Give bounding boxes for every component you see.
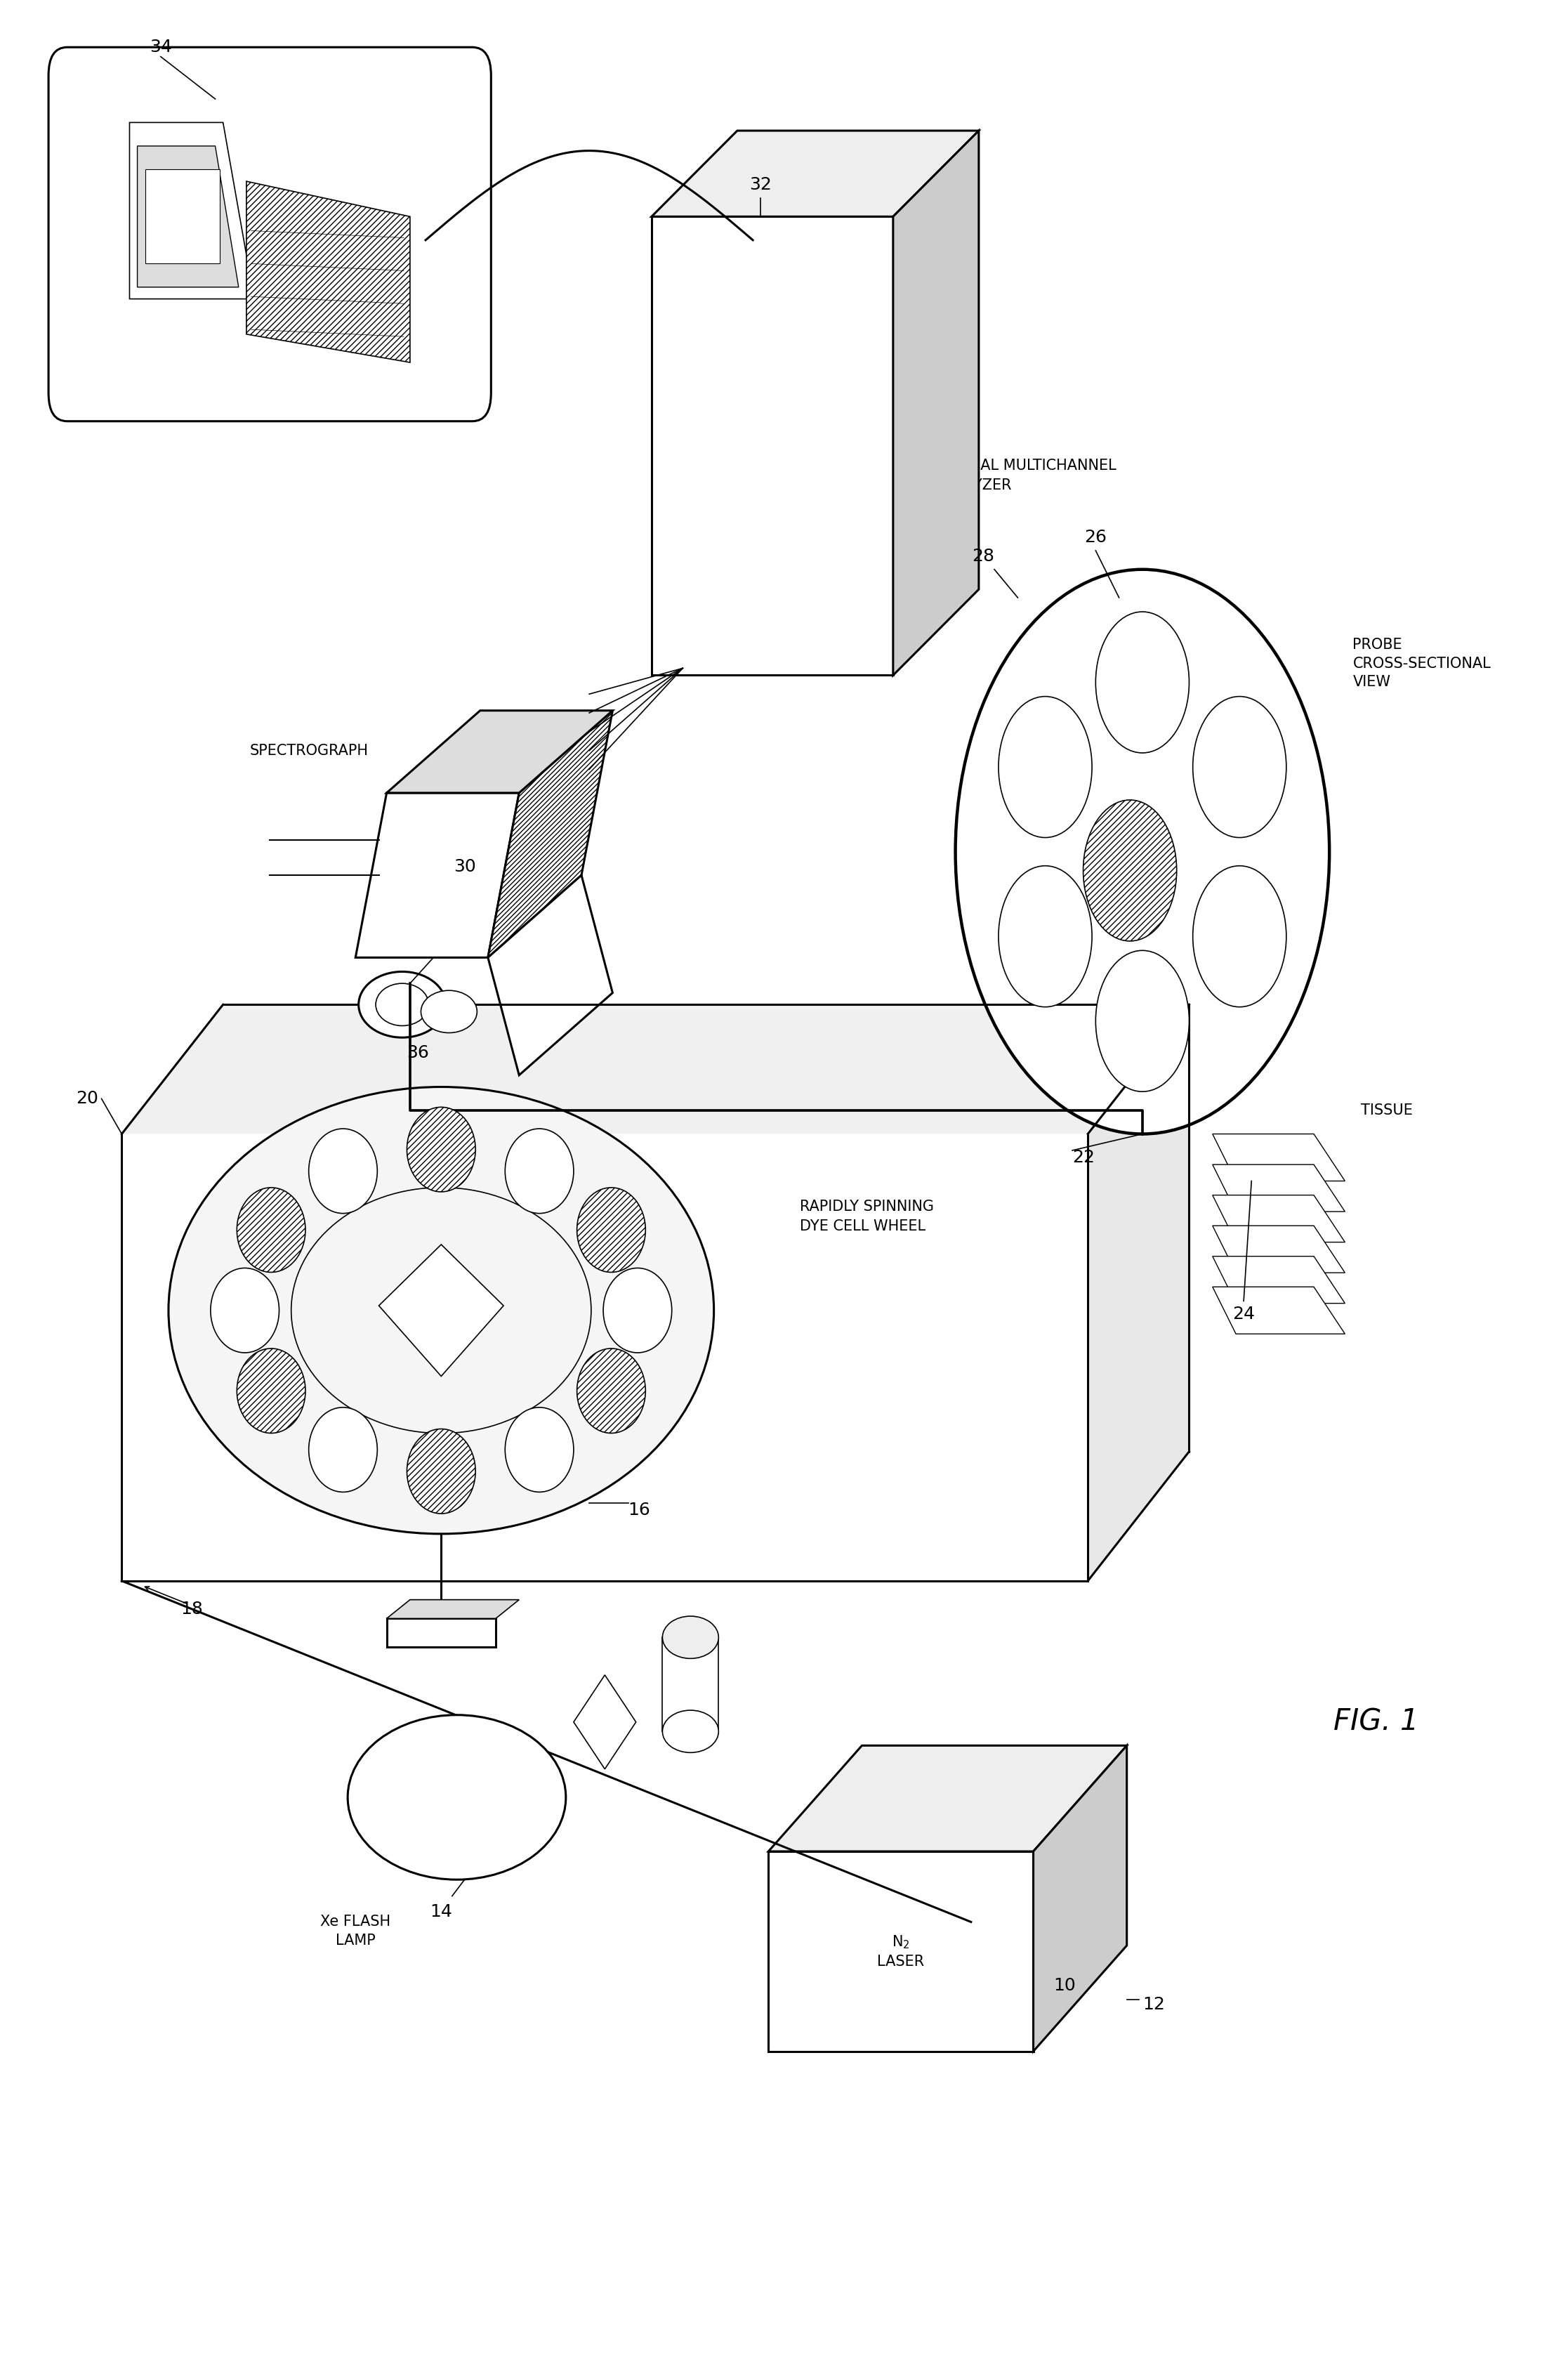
Text: 32: 32	[750, 177, 771, 194]
Ellipse shape	[1096, 950, 1189, 1091]
Text: 28: 28	[972, 548, 994, 565]
Ellipse shape	[348, 1715, 566, 1880]
Polygon shape	[1212, 1195, 1345, 1242]
Text: 18: 18	[180, 1601, 204, 1618]
Ellipse shape	[662, 1616, 718, 1658]
Polygon shape	[768, 1746, 1127, 1852]
Text: N$_2$
LASER: N$_2$ LASER	[878, 1934, 925, 1970]
Polygon shape	[246, 182, 409, 361]
Ellipse shape	[376, 983, 428, 1025]
Polygon shape	[1212, 1164, 1345, 1212]
Ellipse shape	[1083, 801, 1176, 940]
Polygon shape	[356, 794, 519, 957]
Ellipse shape	[237, 1349, 306, 1434]
Ellipse shape	[999, 697, 1091, 839]
Ellipse shape	[408, 1429, 475, 1514]
Polygon shape	[130, 123, 254, 300]
Bar	[387, 1618, 495, 1646]
Text: 24: 24	[1232, 1306, 1254, 1323]
Text: 30: 30	[453, 857, 475, 876]
Polygon shape	[387, 1599, 519, 1618]
Ellipse shape	[604, 1268, 671, 1353]
Ellipse shape	[1096, 612, 1189, 753]
Bar	[662, 1637, 718, 1731]
Ellipse shape	[577, 1188, 646, 1273]
Text: 10: 10	[1054, 1977, 1076, 1994]
Polygon shape	[1212, 1134, 1345, 1181]
Ellipse shape	[999, 867, 1091, 1006]
Polygon shape	[488, 711, 613, 957]
Polygon shape	[1212, 1257, 1345, 1304]
Text: 20: 20	[75, 1091, 99, 1108]
Ellipse shape	[1193, 697, 1286, 839]
Ellipse shape	[420, 990, 477, 1032]
Polygon shape	[387, 711, 613, 794]
Ellipse shape	[505, 1408, 574, 1493]
Polygon shape	[1212, 1287, 1345, 1335]
Ellipse shape	[662, 1710, 718, 1753]
Polygon shape	[1088, 1004, 1189, 1580]
Ellipse shape	[408, 1108, 475, 1193]
Ellipse shape	[237, 1188, 306, 1273]
Polygon shape	[122, 1004, 1189, 1134]
Text: 16: 16	[629, 1502, 651, 1519]
Polygon shape	[1033, 1746, 1127, 2050]
Text: SPECTROGRAPH: SPECTROGRAPH	[249, 744, 368, 758]
Text: 34: 34	[149, 38, 172, 57]
Text: Xe FLASH
LAMP: Xe FLASH LAMP	[320, 1916, 390, 1949]
Polygon shape	[138, 146, 238, 288]
Bar	[146, 170, 220, 265]
Text: 12: 12	[1143, 1996, 1165, 2012]
Bar	[768, 1852, 1033, 2050]
Ellipse shape	[955, 569, 1330, 1134]
Ellipse shape	[1193, 867, 1286, 1006]
Text: 26: 26	[1085, 529, 1107, 546]
Text: 14: 14	[430, 1904, 453, 1920]
Bar	[652, 217, 894, 676]
Text: OPTICAL MULTICHANNEL
ANALYZER: OPTICAL MULTICHANNEL ANALYZER	[936, 458, 1116, 491]
Text: TISSUE: TISSUE	[1361, 1103, 1413, 1117]
Ellipse shape	[309, 1129, 378, 1214]
Text: 36: 36	[406, 1044, 430, 1061]
Polygon shape	[894, 130, 978, 676]
Text: RAPIDLY SPINNING
DYE CELL WHEEL: RAPIDLY SPINNING DYE CELL WHEEL	[800, 1200, 933, 1233]
Polygon shape	[379, 1245, 503, 1377]
Polygon shape	[652, 130, 978, 217]
Ellipse shape	[577, 1349, 646, 1434]
Ellipse shape	[210, 1268, 279, 1353]
Ellipse shape	[168, 1087, 713, 1533]
Ellipse shape	[359, 971, 445, 1037]
Text: PROBE
CROSS-SECTIONAL
VIEW: PROBE CROSS-SECTIONAL VIEW	[1353, 638, 1491, 690]
Polygon shape	[488, 876, 613, 1075]
Polygon shape	[574, 1675, 637, 1769]
Ellipse shape	[309, 1408, 378, 1493]
Text: FIG. 1: FIG. 1	[1333, 1708, 1419, 1736]
Ellipse shape	[292, 1188, 591, 1434]
Ellipse shape	[505, 1129, 574, 1214]
FancyBboxPatch shape	[49, 47, 491, 420]
Text: 22: 22	[1073, 1148, 1094, 1167]
Polygon shape	[1212, 1226, 1345, 1273]
